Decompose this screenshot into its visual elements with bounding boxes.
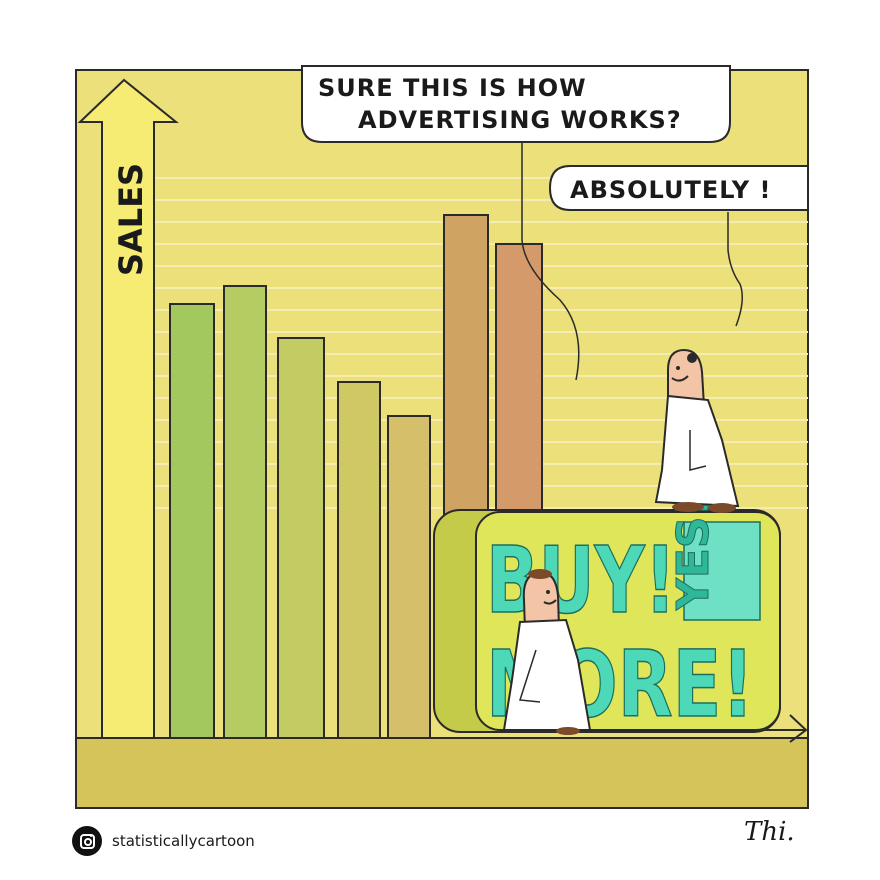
character-top — [654, 348, 740, 513]
bar-6 — [443, 214, 489, 516]
bars-left — [169, 285, 431, 739]
speech-bubble-answer: ABSOLUTELY ! — [548, 165, 809, 327]
instagram-icon — [72, 826, 102, 856]
footer-handle[interactable]: statisticallycartoon — [112, 832, 255, 850]
sales-arrow: SALES — [77, 78, 179, 739]
box-buy-text: BUY! — [486, 527, 676, 634]
bars-right — [443, 214, 543, 516]
speech-bubble-question: SURE THIS IS HOW ADVERTISING WORKS? — [301, 65, 731, 381]
floor — [75, 737, 809, 809]
character-top-ear — [687, 353, 697, 363]
box-yes-text: YES! — [668, 496, 719, 611]
bar-4 — [337, 381, 381, 739]
answer-text: ABSOLUTELY ! — [570, 176, 771, 204]
box-yes-panel — [683, 521, 761, 621]
question-line-2: ADVERTISING WORKS? — [358, 106, 682, 134]
character-front — [502, 569, 592, 735]
bar-3 — [277, 337, 325, 739]
sales-axis-label: SALES — [112, 163, 150, 276]
advertising-box: BUY! YES! MORE! — [433, 496, 781, 739]
bar-1 — [169, 303, 215, 739]
bar-2 — [223, 285, 267, 739]
artist-signature: Thi. — [744, 817, 795, 847]
bar-5 — [387, 415, 431, 739]
bar-7 — [495, 243, 543, 516]
question-line-1: SURE THIS IS HOW — [318, 74, 587, 102]
